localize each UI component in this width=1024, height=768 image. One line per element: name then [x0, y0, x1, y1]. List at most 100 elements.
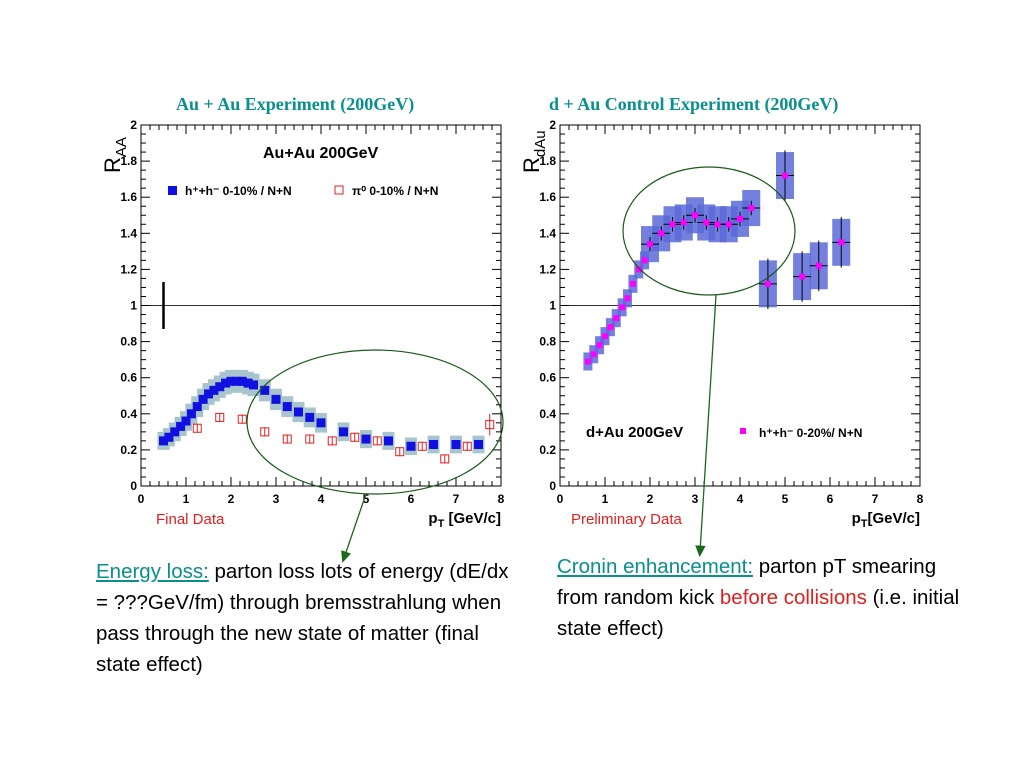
hadron-data-point — [451, 439, 461, 449]
hadron-data-point — [658, 230, 665, 237]
hadron-data-point — [607, 324, 614, 331]
x-tick-label: 0 — [138, 492, 145, 506]
y-tick-label: 0.2 — [120, 443, 137, 457]
cronin-heading: Cronin enhancement: — [557, 555, 754, 578]
y-tick-label: 1.2 — [539, 262, 556, 276]
hadron-data-point — [680, 219, 687, 226]
pi0-data-point — [327, 436, 337, 446]
y-tick-label: 1.4 — [120, 226, 137, 240]
y-tick-label: 1 — [549, 299, 556, 313]
x-tick-label: 5 — [782, 492, 789, 506]
hadron-data-point — [192, 402, 202, 412]
hadron-data-point — [590, 351, 597, 358]
y-tick-label: 1.8 — [539, 154, 556, 168]
hadron-data-point — [764, 280, 771, 287]
hadron-data-point — [294, 407, 303, 417]
right-plot-rdau: 0 1 2 3 4 5 6 7 800.20.40.60.811.21.41.61.82RdAu… — [519, 118, 924, 530]
hadron-data-point — [635, 266, 642, 273]
legend-marker-hadrons — [740, 428, 746, 434]
pi0-data-point — [237, 414, 247, 424]
hadron-data-point — [406, 441, 416, 451]
hadron-data-point — [204, 389, 213, 399]
y-tick-label: 0.4 — [539, 407, 556, 421]
hadron-data-point — [692, 212, 698, 219]
hadron-data-point — [624, 295, 631, 302]
x-tick-label: 5 — [363, 492, 370, 506]
legend-marker-pi0 — [334, 185, 344, 195]
y-tick-label: 0.2 — [539, 443, 556, 457]
y-axis-label: RdAu — [519, 130, 549, 173]
hadron-data-point — [316, 418, 326, 428]
panel-label: Au+Au 200GeV — [263, 145, 378, 162]
cronin-text-2: (i.e. initial state effect) — [557, 586, 960, 640]
hadron-data-point — [748, 205, 755, 212]
pi0-data-point — [350, 432, 360, 442]
y-tick-label: 1.8 — [120, 154, 137, 168]
hadron-data-point — [231, 376, 241, 386]
hadron-data-point — [243, 378, 253, 388]
hadron-data-point — [226, 376, 236, 386]
left-panel-title: Au + Au Experiment (200GeV) — [176, 94, 415, 114]
hadron-data-point — [260, 385, 270, 395]
hadron-data-point — [596, 342, 603, 349]
y-tick-label: 1 — [130, 299, 137, 313]
hadron-data-point — [209, 385, 219, 395]
hadron-data-point — [221, 378, 231, 388]
energy-loss-note: Energy loss: parton loss lots of energy … — [96, 556, 526, 680]
legend-label-hadrons: h⁺+h⁻ 0-20%/ N+N — [759, 426, 862, 440]
pi0-data-point — [440, 454, 450, 464]
hadron-data-point — [815, 262, 822, 269]
x-tick-label: 1 — [183, 492, 190, 506]
hadron-data-point — [384, 436, 393, 446]
y-tick-label: 2 — [130, 118, 137, 132]
hadron-data-point — [474, 439, 483, 449]
hadron-data-point — [271, 394, 281, 404]
right-caption: Preliminary Data — [571, 511, 682, 528]
hadron-data-point — [429, 439, 438, 449]
hadron-data-point — [249, 380, 258, 390]
pi0-data-point — [260, 427, 270, 437]
pi0-data-point — [462, 441, 472, 451]
cronin-text-1: parton pT smearing from random kick — [557, 555, 937, 609]
y-tick-label: 1.6 — [539, 190, 556, 204]
hadron-data-point — [159, 436, 168, 446]
hadron-data-point — [782, 172, 788, 179]
energy-loss-arrow — [341, 493, 367, 563]
hadron-data-point — [186, 409, 196, 419]
right-panel-title: d + Au Control Experiment (200GeV) — [549, 94, 839, 114]
hadron-data-point — [613, 315, 620, 322]
x-tick-label: 2 — [228, 492, 235, 506]
x-tick-label: 8 — [917, 492, 924, 506]
cronin-arrow — [695, 294, 717, 558]
x-tick-label: 3 — [692, 492, 699, 506]
cronin-text-red: before collisions — [719, 586, 867, 609]
y-tick-label: 1.2 — [120, 262, 137, 276]
y-axis-label: RAA — [100, 137, 130, 173]
hadron-data-point — [237, 376, 247, 386]
hadron-data-point — [198, 394, 208, 404]
y-tick-label: 0.8 — [539, 335, 556, 349]
x-tick-label: 7 — [453, 492, 460, 506]
left-caption: Final Data — [156, 511, 225, 528]
hadron-data-point — [838, 239, 845, 246]
legend-label-hadrons: h⁺+h⁻ 0-10% / N+N — [185, 184, 292, 198]
x-tick-label: 7 — [872, 492, 879, 506]
hadron-data-point — [647, 241, 653, 248]
hadron-data-point — [619, 304, 626, 311]
cronin-highlight-ellipse — [622, 166, 796, 296]
y-tick-label: 0.6 — [539, 371, 556, 385]
hadron-data-point — [164, 432, 174, 442]
left-plot-raa: 0 1 2 3 4 5 6 7 800.20.40.60.811.21.41.61.82RAAp… — [100, 118, 505, 530]
pi0-data-point — [305, 434, 315, 444]
hadron-data-point — [602, 333, 608, 340]
hadron-data-point — [584, 358, 591, 365]
y-tick-label: 0.8 — [120, 335, 137, 349]
hadron-data-point — [703, 219, 710, 226]
x-axis-label: pT[GeV/c] — [852, 510, 920, 530]
hadron-data-point — [170, 427, 180, 437]
pi0-data-point — [282, 434, 292, 444]
hadron-data-point — [361, 434, 371, 444]
hadron-data-point — [176, 421, 186, 431]
x-tick-label: 6 — [408, 492, 415, 506]
